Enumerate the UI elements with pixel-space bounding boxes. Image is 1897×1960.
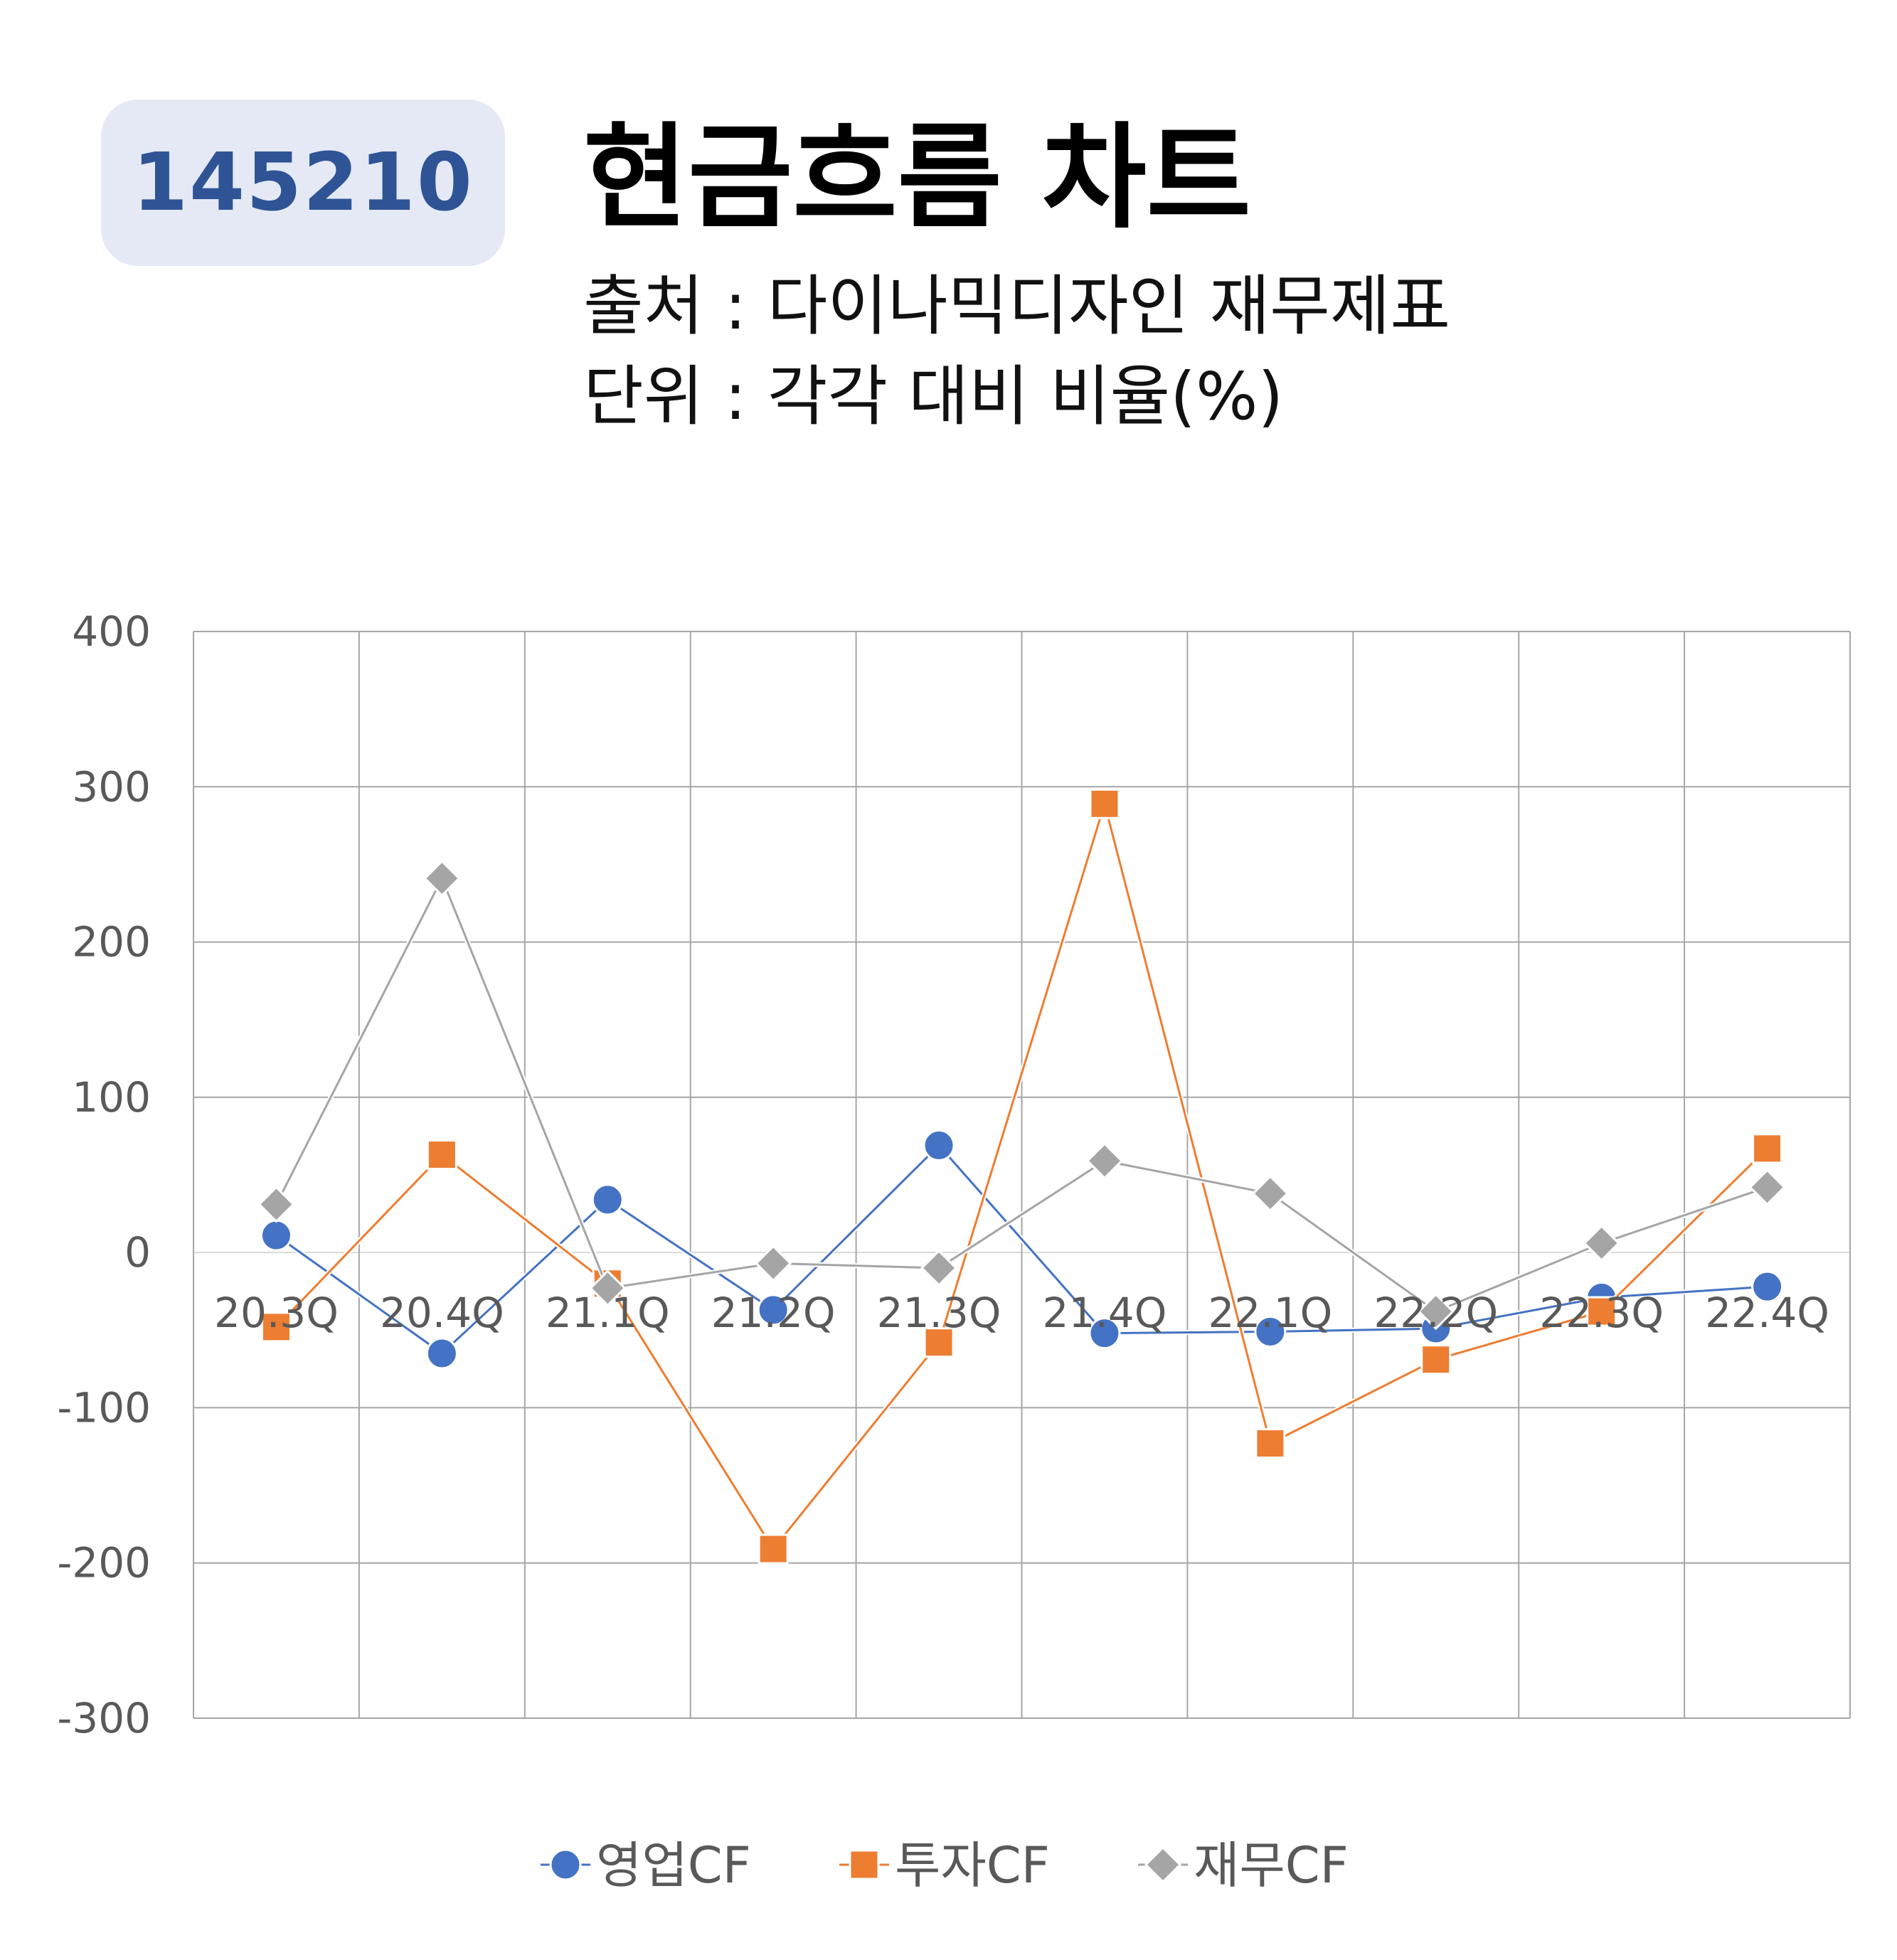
- data-point-circle: [591, 1183, 624, 1216]
- x-category-label: 21.3Q: [877, 1289, 1001, 1337]
- x-category-label: 22.3Q: [1539, 1289, 1664, 1337]
- y-tick-label: 100: [72, 1073, 151, 1122]
- data-point-diamond: [589, 1269, 627, 1307]
- data-point-circle: [923, 1129, 955, 1162]
- data-point-square: [923, 1327, 955, 1358]
- y-tick-label: -200: [57, 1539, 151, 1587]
- series-square: [260, 788, 1783, 1565]
- data-point-diamond: [1144, 1846, 1182, 1884]
- chart-series: [257, 788, 1786, 1565]
- page-title: 현금흐름 차트: [583, 111, 1251, 244]
- data-point-circle: [425, 1337, 458, 1370]
- data-point-circle: [260, 1219, 292, 1252]
- series-diamond: [257, 859, 1786, 1331]
- legend-label: 재무CF: [1194, 1836, 1349, 1895]
- data-point-diamond: [1417, 1292, 1455, 1331]
- data-point-circle: [1088, 1317, 1121, 1350]
- chart-grid: [193, 631, 1851, 1719]
- x-axis-labels: 20.3Q 20.4Q 21.1Q 21.2Q 21.3Q 21.4Q 22.1Q 22.2Q…: [214, 1289, 1829, 1337]
- data-point-diamond: [1251, 1175, 1289, 1213]
- data-point-square: [758, 1533, 789, 1565]
- y-axis-ticks: 400 300 200 100 0 -100 -200 -300: [57, 607, 151, 1742]
- data-point-square: [426, 1139, 457, 1171]
- y-tick-label: 0: [124, 1228, 151, 1277]
- y-tick-label: 300: [72, 762, 151, 811]
- y-tick-label: -100: [57, 1383, 151, 1432]
- y-tick-label: 200: [72, 918, 151, 966]
- legend-label: 영업CF: [596, 1836, 751, 1895]
- x-category-label: 21.4Q: [1043, 1289, 1167, 1337]
- ticker-badge: 145210: [101, 100, 505, 266]
- data-point-diamond: [1583, 1224, 1620, 1262]
- x-category-label: 22.1Q: [1208, 1289, 1332, 1337]
- series-line: [275, 799, 1768, 1551]
- data-point-diamond: [755, 1245, 792, 1282]
- y-tick-label: 400: [72, 607, 151, 656]
- data-point-square: [1255, 1428, 1286, 1459]
- ticker-code: 145210: [132, 137, 474, 229]
- y-tick-label: -300: [57, 1694, 151, 1742]
- data-point-square: [260, 1311, 292, 1343]
- x-category-label: 20.4Q: [380, 1289, 504, 1337]
- data-point-square: [849, 1849, 880, 1880]
- data-point-diamond: [1085, 1142, 1124, 1180]
- x-category-label: 21.2Q: [711, 1289, 836, 1337]
- data-point-diamond: [257, 1186, 295, 1223]
- chart-legend: 영업CF 투자CF 재무CF: [541, 1836, 1349, 1895]
- data-point-diamond: [920, 1249, 958, 1287]
- data-point-diamond: [423, 859, 461, 898]
- legend-label: 투자CF: [895, 1836, 1050, 1895]
- data-point-circle: [1254, 1315, 1287, 1348]
- data-point-circle: [1751, 1270, 1784, 1303]
- data-point-square: [1089, 788, 1120, 819]
- series-line: [275, 1144, 1768, 1355]
- data-point-square: [1752, 1133, 1783, 1164]
- data-point-circle: [549, 1848, 582, 1881]
- x-category-label: 22.2Q: [1373, 1289, 1498, 1337]
- x-category-label: 21.1Q: [546, 1289, 670, 1337]
- series-line: [275, 875, 1768, 1313]
- unit-line: 단위 : 각각 대비 비율(%): [583, 358, 1284, 435]
- data-point-circle: [757, 1294, 790, 1326]
- source-line: 출처 : 다이나믹디자인 재무제표: [583, 268, 1451, 344]
- x-category-label: 22.4Q: [1705, 1289, 1829, 1337]
- data-point-square: [1420, 1344, 1452, 1375]
- data-point-square: [1586, 1296, 1617, 1327]
- x-category-label: 20.3Q: [214, 1289, 339, 1337]
- data-point-diamond: [1748, 1168, 1786, 1206]
